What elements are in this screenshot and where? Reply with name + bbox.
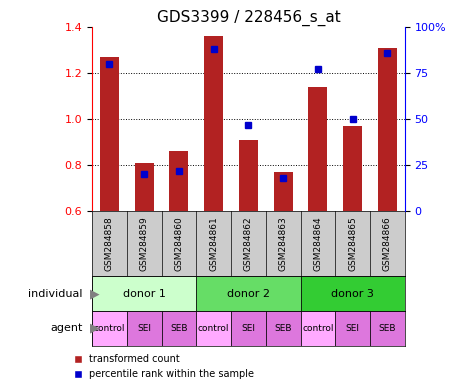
- Bar: [100, 57, 119, 211]
- Text: SEI: SEI: [241, 324, 255, 333]
- Bar: [127, 311, 161, 346]
- Bar: [161, 311, 196, 346]
- Text: agent: agent: [50, 323, 83, 333]
- Text: donor 2: donor 2: [226, 289, 269, 299]
- Title: GDS3399 / 228456_s_at: GDS3399 / 228456_s_at: [156, 9, 340, 25]
- Text: GSM284860: GSM284860: [174, 217, 183, 271]
- Bar: [169, 151, 188, 211]
- Text: GSM284862: GSM284862: [243, 217, 252, 271]
- Bar: [377, 48, 396, 211]
- Bar: [134, 163, 153, 211]
- Bar: [230, 311, 265, 346]
- Text: ▶: ▶: [90, 287, 99, 300]
- Text: SEB: SEB: [170, 324, 187, 333]
- Bar: [300, 276, 404, 311]
- Text: SEI: SEI: [137, 324, 151, 333]
- Bar: [308, 87, 327, 211]
- Bar: [369, 311, 404, 346]
- Text: control: control: [94, 324, 125, 333]
- Text: SEI: SEI: [345, 324, 359, 333]
- Bar: [196, 276, 300, 311]
- Bar: [92, 311, 127, 346]
- Text: GSM284864: GSM284864: [313, 217, 322, 271]
- Bar: [265, 311, 300, 346]
- Bar: [342, 126, 361, 211]
- Bar: [335, 311, 369, 346]
- Text: GSM284858: GSM284858: [105, 217, 114, 271]
- Text: GSM284859: GSM284859: [140, 217, 148, 271]
- Text: ▶: ▶: [90, 322, 99, 335]
- Text: control: control: [197, 324, 229, 333]
- Text: SEB: SEB: [378, 324, 395, 333]
- Text: control: control: [302, 324, 333, 333]
- Text: individual: individual: [28, 289, 83, 299]
- Bar: [92, 276, 196, 311]
- Bar: [238, 140, 257, 211]
- Bar: [300, 311, 335, 346]
- Bar: [273, 172, 292, 211]
- Legend: transformed count, percentile rank within the sample: transformed count, percentile rank withi…: [74, 354, 254, 379]
- Text: GSM284863: GSM284863: [278, 217, 287, 271]
- Text: donor 3: donor 3: [330, 289, 373, 299]
- Text: GSM284861: GSM284861: [209, 217, 218, 271]
- Bar: [204, 36, 223, 211]
- Bar: [196, 311, 230, 346]
- Text: donor 1: donor 1: [123, 289, 165, 299]
- Text: GSM284865: GSM284865: [347, 217, 356, 271]
- Text: SEB: SEB: [274, 324, 291, 333]
- Text: GSM284866: GSM284866: [382, 217, 391, 271]
